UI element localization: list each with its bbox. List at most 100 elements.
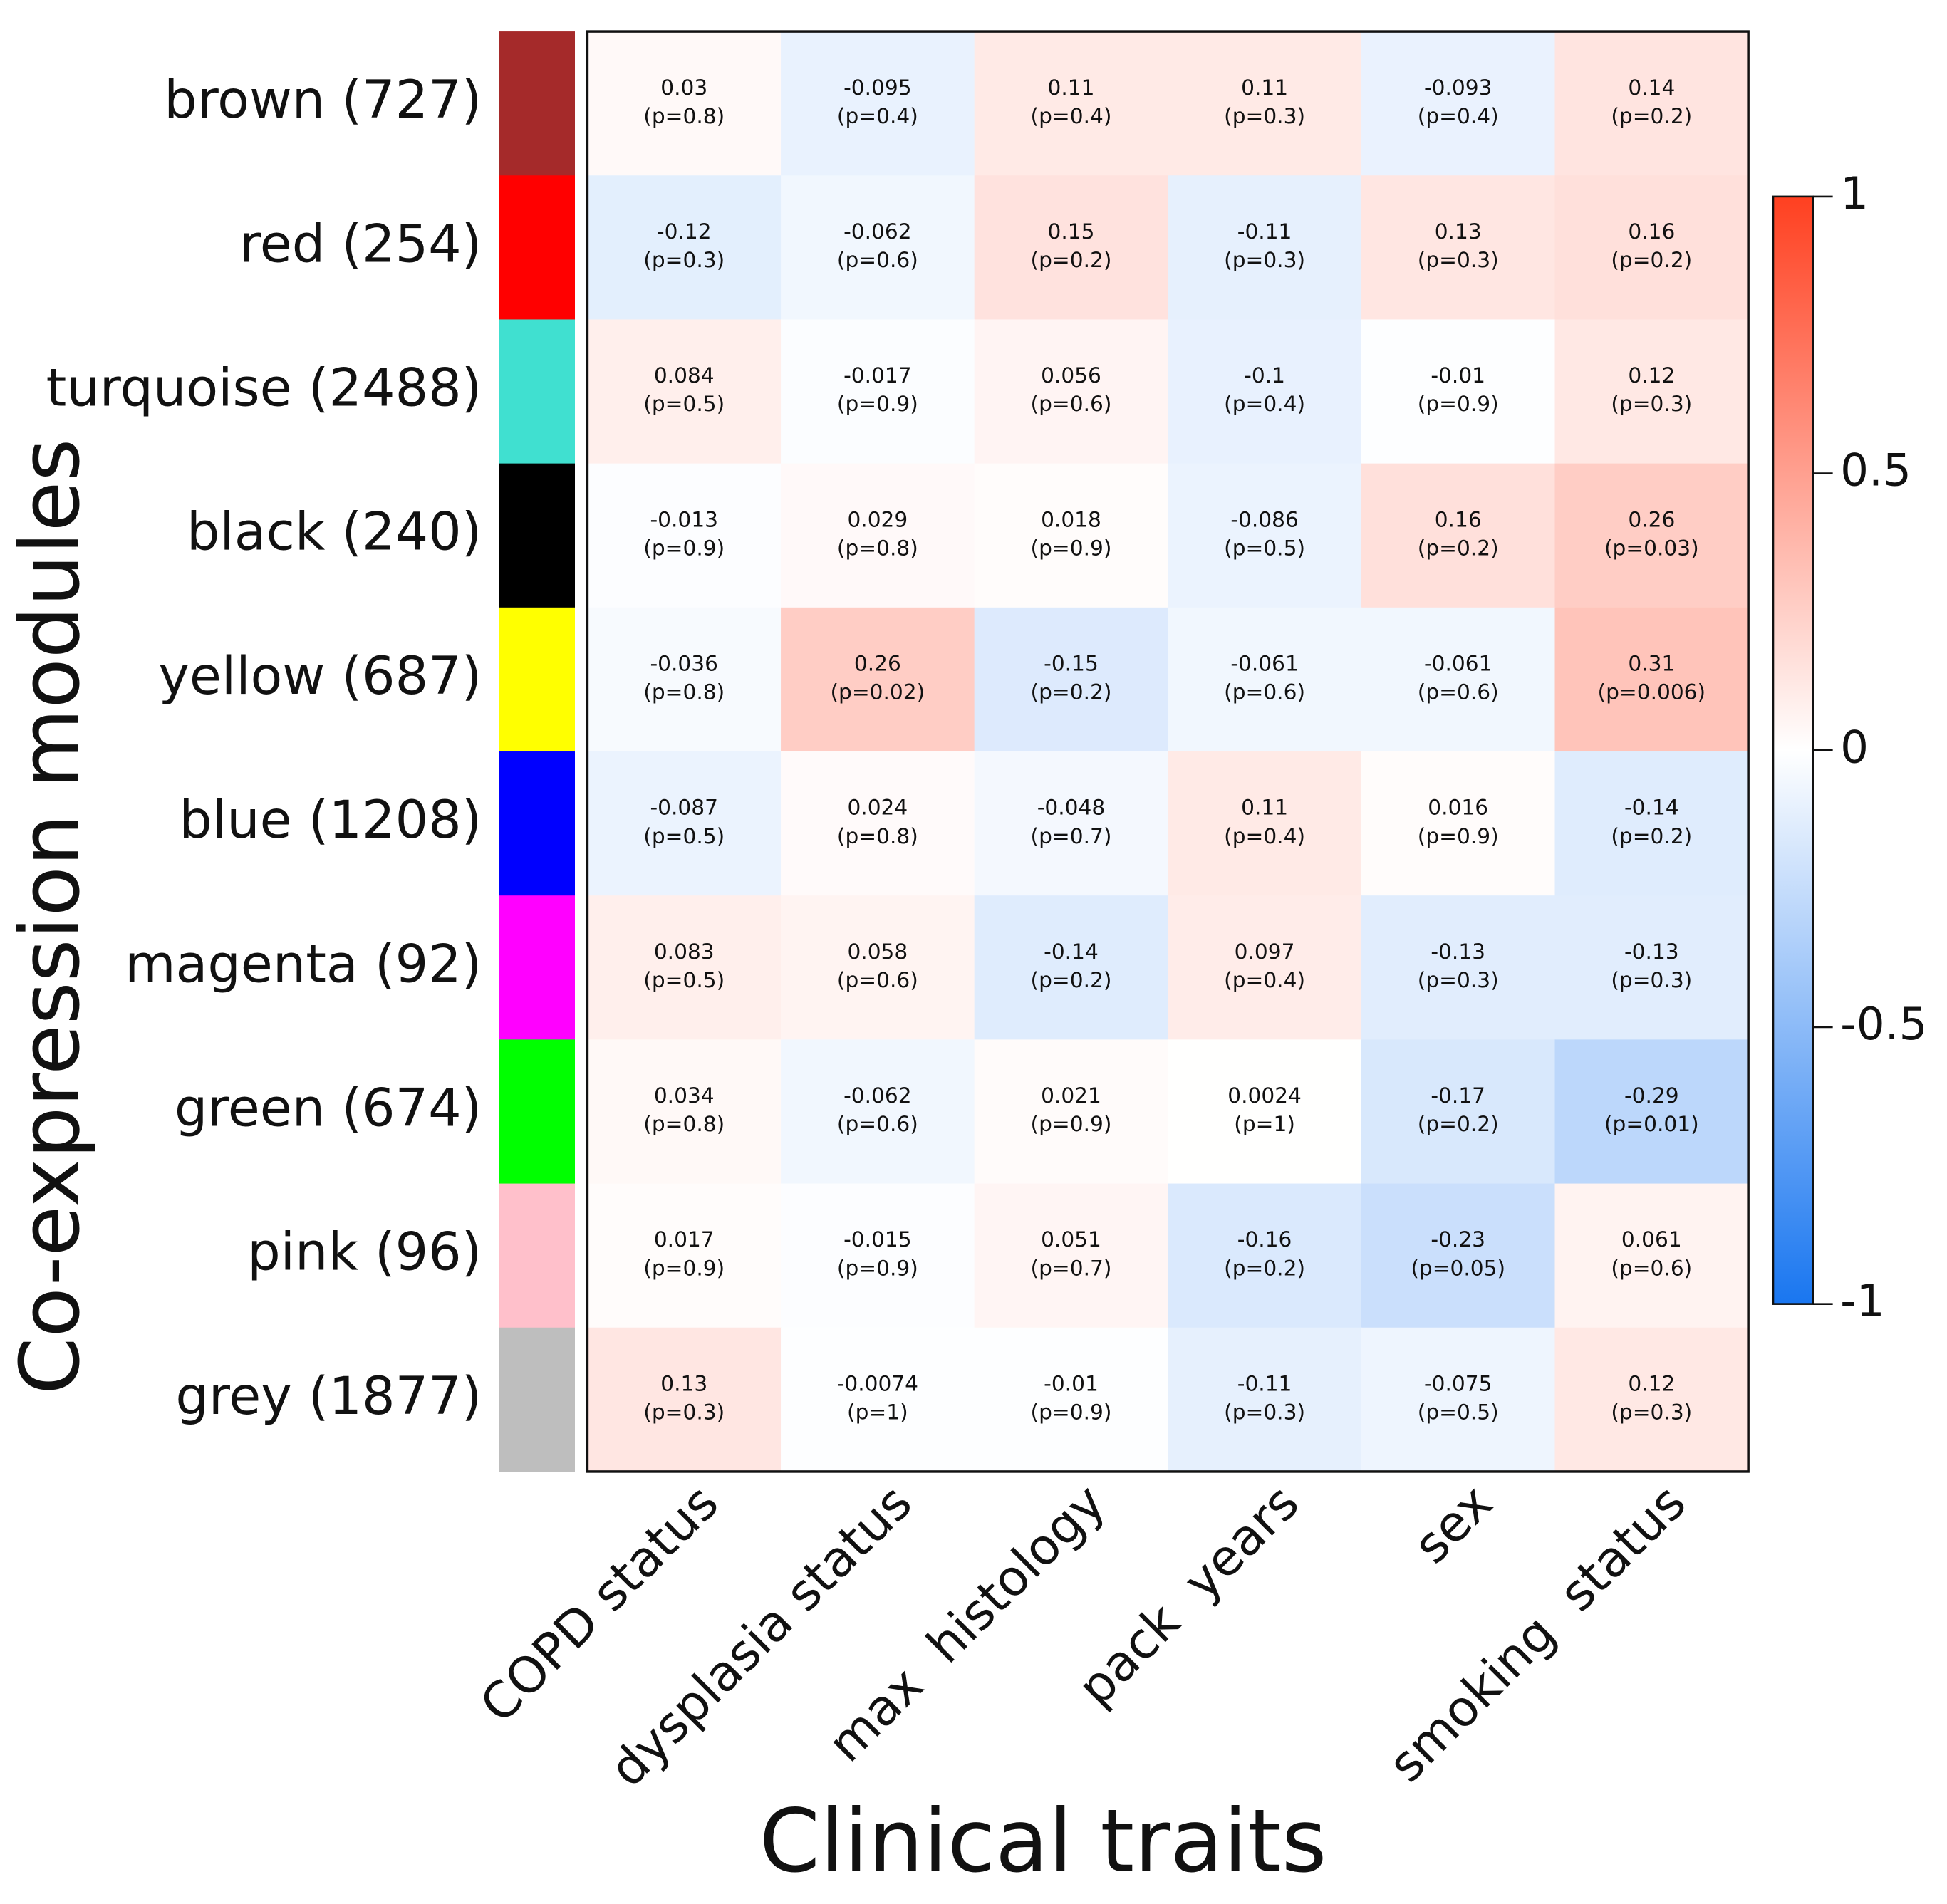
cell-p-value: (p=0.3) xyxy=(1611,1400,1692,1425)
cell-value: 0.16 xyxy=(1435,506,1482,531)
row-label: green (674) xyxy=(175,1078,482,1138)
x-tick-label: sex xyxy=(1403,1474,1504,1575)
module-color xyxy=(499,1039,576,1185)
heat-cell xyxy=(1361,463,1556,608)
cell-value: -0.0074 xyxy=(837,1370,918,1395)
cell-p-value: (p=1) xyxy=(1234,1111,1295,1136)
row-label: blue (1208) xyxy=(179,790,482,850)
cell-value: 0.034 xyxy=(654,1083,715,1108)
row-label: black (240) xyxy=(187,502,482,563)
cell-value: 0.084 xyxy=(654,363,715,387)
module-color xyxy=(499,895,576,1041)
heat-cell xyxy=(781,319,975,464)
cell-p-value: (p=0.2) xyxy=(1224,1255,1305,1280)
heat-cell xyxy=(781,607,975,752)
cell-p-value: (p=0.2) xyxy=(1031,247,1112,272)
cell-p-value: (p=0.01) xyxy=(1604,1111,1699,1136)
cell-value: -0.017 xyxy=(843,363,912,387)
cell-value: 0.097 xyxy=(1235,939,1295,964)
heat-cell xyxy=(781,1327,975,1472)
cell-value: -0.16 xyxy=(1237,1227,1292,1252)
cell-value: -0.015 xyxy=(843,1227,912,1252)
module-color xyxy=(499,463,576,608)
heat-cell xyxy=(1168,751,1362,897)
heat-cell xyxy=(974,463,1169,608)
heat-cell xyxy=(974,31,1169,177)
cell-p-value: (p=0.9) xyxy=(1031,1400,1112,1425)
cell-p-value: (p=0.8) xyxy=(837,535,918,560)
cell-p-value: (p=0.6) xyxy=(1611,1255,1692,1280)
cell-p-value: (p=0.9) xyxy=(1031,1111,1112,1136)
heat-cell xyxy=(974,1039,1169,1185)
heat-cell xyxy=(587,751,782,897)
cell-p-value: (p=0.9) xyxy=(837,391,918,416)
heat-cell xyxy=(587,607,782,752)
cell-value: -0.061 xyxy=(1230,650,1299,675)
heat-cell xyxy=(1554,1183,1749,1328)
heat-cell xyxy=(1361,175,1556,321)
module-color xyxy=(499,607,576,752)
cell-value: -0.23 xyxy=(1431,1227,1485,1252)
heat-cell xyxy=(781,463,975,608)
cell-value: -0.17 xyxy=(1431,1083,1485,1108)
cell-value: -0.15 xyxy=(1044,650,1099,675)
cell-value: 0.13 xyxy=(660,1370,707,1395)
cell-value: -0.1 xyxy=(1244,363,1285,387)
heat-cell xyxy=(974,607,1169,752)
cell-value: -0.13 xyxy=(1624,939,1679,964)
cell-value: 0.017 xyxy=(654,1227,715,1252)
cell-value: -0.062 xyxy=(843,219,912,244)
cell-p-value: (p=0.2) xyxy=(1611,103,1692,128)
heat-cell xyxy=(974,895,1169,1041)
cell-p-value: (p=0.2) xyxy=(1418,1111,1499,1136)
cell-p-value: (p=0.3) xyxy=(643,247,725,272)
cell-p-value: (p=0.3) xyxy=(1224,103,1305,128)
cell-p-value: (p=0.9) xyxy=(837,1255,918,1280)
cell-value: -0.086 xyxy=(1230,506,1299,531)
cell-value: -0.01 xyxy=(1044,1370,1099,1395)
cell-value: 0.03 xyxy=(660,75,707,100)
heat-cell xyxy=(1554,175,1749,321)
heat-cell xyxy=(974,1327,1169,1472)
heat-cell xyxy=(1168,463,1362,608)
cell-value: 0.26 xyxy=(1628,506,1675,531)
cell-p-value: (p=0.6) xyxy=(837,967,918,992)
cell-value: 0.018 xyxy=(1041,506,1101,531)
heat-cell xyxy=(1168,895,1362,1041)
cell-value: -0.14 xyxy=(1624,795,1679,820)
cell-p-value: (p=0.4) xyxy=(1031,103,1112,128)
module-color xyxy=(499,31,576,177)
cell-value: 0.0024 xyxy=(1227,1083,1302,1108)
heat-cell xyxy=(1554,1039,1749,1185)
cell-p-value: (p=0.4) xyxy=(1224,823,1305,848)
cell-p-value: (p=0.5) xyxy=(1224,535,1305,560)
cell-p-value: (p=0.9) xyxy=(1031,535,1112,560)
cell-p-value: (p=0.9) xyxy=(1418,823,1499,848)
cell-value: -0.075 xyxy=(1424,1370,1492,1395)
heat-cell xyxy=(1168,1183,1362,1328)
cell-value: 0.083 xyxy=(654,939,715,964)
heat-cell xyxy=(781,1183,975,1328)
module-color xyxy=(499,175,576,321)
cell-p-value: (p=0.3) xyxy=(1418,967,1499,992)
cell-p-value: (p=0.3) xyxy=(1611,967,1692,992)
cell-value: 0.051 xyxy=(1041,1227,1101,1252)
cell-p-value: (p=0.5) xyxy=(643,391,725,416)
cell-p-value: (p=0.4) xyxy=(1224,391,1305,416)
heat-cell xyxy=(587,463,782,608)
heat-cell xyxy=(974,175,1169,321)
heat-cell xyxy=(1361,31,1556,177)
heat-cell xyxy=(781,751,975,897)
cell-p-value: (p=0.4) xyxy=(837,103,918,128)
cell-value: 0.14 xyxy=(1628,75,1675,100)
heat-cell xyxy=(1361,1327,1556,1472)
heat-cell xyxy=(587,1039,782,1185)
heatmap-frame xyxy=(586,30,1750,1473)
heat-cell xyxy=(1554,1327,1749,1472)
cell-p-value: (p=0.2) xyxy=(1031,967,1112,992)
module-color xyxy=(499,751,576,897)
colorbar-tick-label: -0.5 xyxy=(1840,998,1927,1050)
cell-p-value: (p=0.3) xyxy=(643,1400,725,1425)
colorbar-tick-label: -1 xyxy=(1840,1275,1885,1327)
cell-value: 0.11 xyxy=(1241,795,1288,820)
